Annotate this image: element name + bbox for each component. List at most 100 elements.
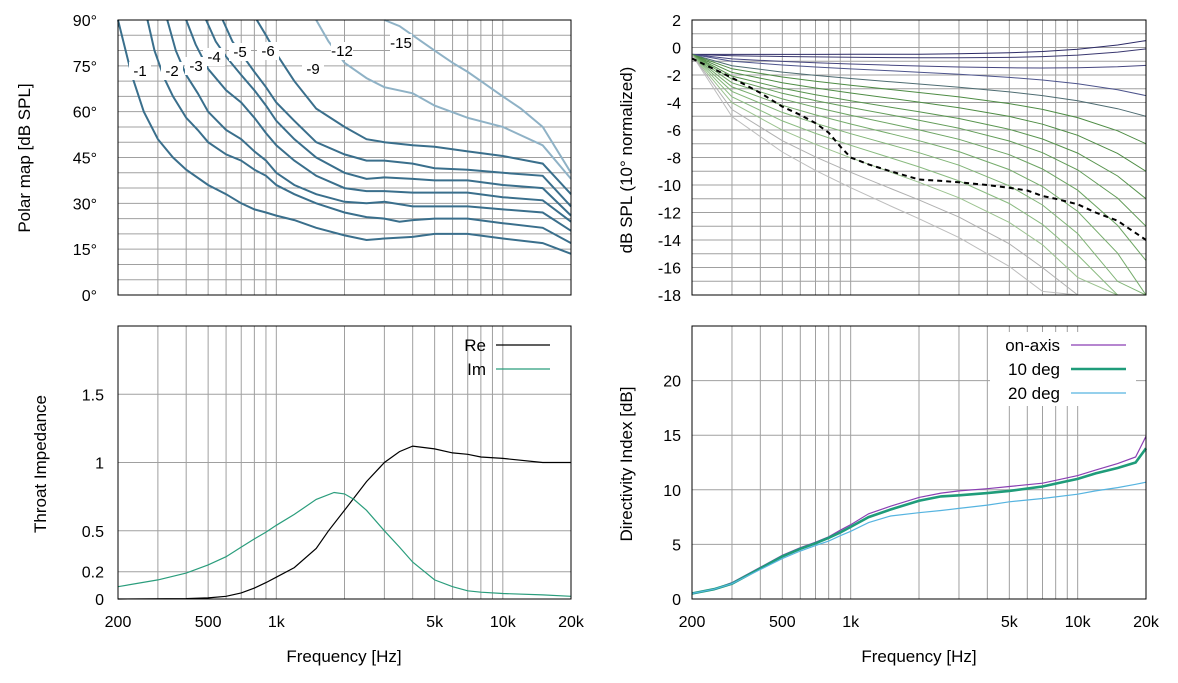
contour-label: -3 xyxy=(189,58,202,75)
fan-curve xyxy=(691,54,1147,227)
legend-label: Im xyxy=(467,360,486,379)
x-tick-label: 10k xyxy=(490,614,517,631)
x-tick-label: 500 xyxy=(769,614,796,631)
contour-label: -2 xyxy=(165,63,178,80)
throat-impedance-frame xyxy=(117,325,572,600)
fan-curve xyxy=(691,54,1147,200)
series-line xyxy=(691,481,1147,595)
legend-label: on-axis xyxy=(1005,336,1060,355)
y-tick-label: 60° xyxy=(73,105,97,122)
contour-label-bg xyxy=(185,57,207,75)
throat-impedance-ylabel: Throat Impedance xyxy=(31,395,50,533)
fan-curve xyxy=(691,48,1147,59)
series-line xyxy=(691,447,1148,595)
y-tick-label: 20 xyxy=(663,374,681,391)
normalized-spl-frame xyxy=(691,19,1147,296)
fan-curve xyxy=(691,54,1147,296)
contour-label-bg xyxy=(229,43,251,61)
contour-label: -9 xyxy=(306,61,319,78)
x-tick-label: 1k xyxy=(268,614,286,631)
contour-line xyxy=(221,19,572,208)
series-line xyxy=(117,491,572,597)
fan-curve xyxy=(691,54,1147,172)
contour-line xyxy=(205,19,572,217)
polar-map-frame xyxy=(117,19,572,296)
contour-line xyxy=(146,19,572,244)
y-tick-label: 15 xyxy=(663,428,681,445)
fan-curve xyxy=(691,53,1147,69)
x-tick-label: 20k xyxy=(558,614,585,631)
normalized-spl-curves xyxy=(691,40,1147,296)
y-tick-label: 0 xyxy=(672,41,681,58)
directivity-curves xyxy=(691,436,1148,595)
fan-curve xyxy=(691,53,1147,97)
throat-impedance-grid xyxy=(118,326,571,599)
contour-label-bg xyxy=(257,42,279,60)
y-tick-label: 30° xyxy=(73,196,97,213)
polar-map-ticks: 0° 15° 30° 45° 60° 75° 90° xyxy=(73,13,97,305)
x-tick-label: 5k xyxy=(1001,614,1019,631)
directivity-ticks: 0 5 10 15 20 200 500 1k 5k 10k 20k xyxy=(663,374,1160,631)
y-tick-label: 45° xyxy=(73,151,97,168)
legend-label: 10 deg xyxy=(1008,360,1060,379)
polar-map-ylabel: Polar map [dB SPL] xyxy=(15,83,34,232)
y-tick-label: 10 xyxy=(663,483,681,500)
y-tick-label: -14 xyxy=(658,233,681,250)
y-tick-label: 90° xyxy=(73,13,97,30)
contour-label: -15 xyxy=(390,35,412,52)
legend-label: 20 deg xyxy=(1008,384,1060,403)
normalized-spl-ylabel: dB SPL (10° normalized) xyxy=(617,67,636,254)
x-tick-label: 20k xyxy=(1133,614,1160,631)
directivity-ylabel: Directivity Index [dB] xyxy=(617,387,636,542)
throat-impedance-panel: 0 0.2 0.5 1 1.5 200 500 1k 5k 10k 20k Re Im Throat … xyxy=(31,325,585,666)
x-tick-label: 200 xyxy=(105,614,132,631)
polar-map-panel: -1 -2 -3 -4 -5 -6 -9 -12 -15 0° 15° 30° 45° 60° 75° 90… xyxy=(15,13,572,305)
x-tick-label: 500 xyxy=(195,614,222,631)
contour-label: -1 xyxy=(133,63,146,80)
y-tick-label: 15° xyxy=(73,242,97,259)
contour-line xyxy=(166,19,572,232)
contour-line xyxy=(384,19,572,174)
y-tick-label: -18 xyxy=(658,288,681,305)
normalized-reference-dashed xyxy=(691,57,1147,241)
x-tick-label: 10k xyxy=(1065,614,1092,631)
contour-label: -4 xyxy=(207,49,220,66)
y-tick-label: -12 xyxy=(658,206,681,223)
fan-curve xyxy=(691,54,1146,296)
series-line xyxy=(117,445,571,600)
polar-map-contours xyxy=(117,19,572,255)
y-tick-label: 5 xyxy=(672,537,681,554)
y-tick-label: -6 xyxy=(667,123,681,140)
contour-line xyxy=(185,19,572,223)
contour-label-bg xyxy=(161,62,183,80)
normalized-spl-panel: 2 0 -2 -4 -6 -8 -10 -12 -14 -16 -18 dB SPL (10° no… xyxy=(617,13,1147,305)
normalized-spl-grid xyxy=(692,19,1146,296)
fan-curve xyxy=(691,54,1147,261)
contour-label: -12 xyxy=(331,43,353,60)
x-tick-label: 200 xyxy=(679,614,706,631)
directivity-xlabel: Frequency [Hz] xyxy=(861,647,976,666)
polar-map-contour-labels: -1 -2 -3 -4 -5 -6 -9 -12 -15 xyxy=(129,34,412,80)
contour-label: -5 xyxy=(233,44,246,61)
throat-impedance-xlabel: Frequency [Hz] xyxy=(286,647,401,666)
normalized-spl-ticks: 2 0 -2 -4 -6 -8 -10 -12 -14 -16 -18 xyxy=(658,13,681,305)
contour-label-bg xyxy=(129,62,151,80)
legend-label: Re xyxy=(464,336,486,355)
contour-label-bg xyxy=(302,60,324,78)
y-tick-label: 1.5 xyxy=(82,387,104,404)
y-tick-label: 0.2 xyxy=(82,565,104,582)
y-tick-label: -10 xyxy=(658,178,681,195)
directivity-panel: 0 5 10 15 20 200 500 1k 5k 10k 20k on-axis 10 deg 20… xyxy=(617,325,1160,666)
y-tick-label: 0 xyxy=(672,592,681,609)
x-tick-label: 1k xyxy=(842,614,860,631)
contour-line xyxy=(117,19,572,255)
y-tick-label: 2 xyxy=(672,13,681,30)
y-tick-label: -2 xyxy=(667,68,681,85)
y-tick-label: -8 xyxy=(667,151,681,168)
contour-line xyxy=(255,19,572,195)
y-tick-label: 0 xyxy=(95,592,104,609)
y-tick-label: 75° xyxy=(73,59,97,76)
contour-label-bg xyxy=(331,42,353,60)
directivity-legend: on-axis 10 deg 20 deg xyxy=(990,332,1136,406)
